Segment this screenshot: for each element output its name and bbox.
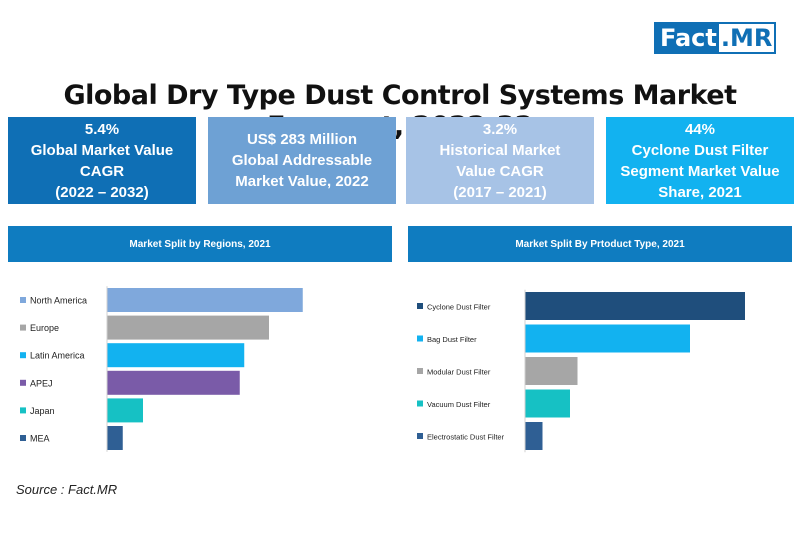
bar-latin-america	[107, 343, 245, 368]
bar-north-america	[107, 288, 303, 312]
kpi-line: Cyclone Dust Filter	[631, 141, 769, 159]
kpi-line: (2017 – 2021)	[453, 183, 547, 201]
source-note: Source : Fact.MR	[16, 482, 118, 497]
kpi-line: 3.2%	[482, 120, 518, 138]
bar-apej	[107, 370, 240, 395]
category-label: Cyclone Dust Filter	[427, 303, 491, 312]
legend-swatch	[20, 407, 26, 414]
bar-europe	[107, 315, 269, 340]
bar-electrostatic-dust-filter	[525, 422, 543, 450]
product-chart-title: Market Split By Prtoduct Type, 2021	[408, 226, 792, 262]
legend-swatch	[417, 335, 423, 342]
legend-swatch	[20, 379, 26, 386]
category-label: Electrostatic Dust Filter	[427, 433, 505, 442]
factmr-logo: Fact .MR	[654, 22, 794, 54]
kpi-line: Share, 2021	[658, 183, 742, 201]
category-label: Europe	[30, 323, 59, 333]
legend-swatch	[20, 297, 26, 303]
bar-mea	[107, 426, 123, 450]
category-label: Vacuum Dust Filter	[427, 400, 491, 409]
regions-bar-chart: North America Europe Latin America APEJ Japa…	[20, 286, 303, 452]
kpi-line: Global Market Value	[30, 141, 174, 159]
kpi-line: Global Addressable	[231, 152, 373, 169]
category-label: MEA	[30, 434, 50, 444]
kpi-line: (2022 – 2032)	[55, 183, 149, 201]
category-label: Modular Dust Filter	[427, 368, 491, 377]
bar-vacuum-dust-filter	[525, 389, 570, 418]
logo-text-fact: Fact	[654, 22, 719, 54]
kpi-line: 5.4%	[84, 120, 120, 138]
category-label: APEJ	[30, 378, 53, 388]
logo-text-mr: .MR	[718, 22, 777, 54]
legend-swatch	[417, 400, 423, 407]
category-label: Bag Dust Filter	[427, 335, 477, 344]
bar-bag-dust-filter	[525, 324, 690, 353]
kpi-line: Value CAGR	[456, 162, 544, 180]
category-label: Latin America	[30, 351, 85, 361]
kpi-line: US$ 283 Million	[246, 131, 358, 148]
kpi-box-historical-cagr: 3.2% Historical Market Value CAGR (2017 …	[406, 117, 594, 204]
bar-modular-dust-filter	[525, 357, 578, 385]
legend-swatch	[20, 352, 26, 359]
regions-chart-title: Market Split by Regions, 2021	[8, 226, 392, 262]
product-bar-chart: Cyclone Dust Filter Bag Dust Filter Modula…	[417, 289, 745, 453]
kpi-line: Market Value, 2022	[235, 173, 369, 190]
category-label: Japan	[30, 406, 55, 416]
kpi-line: CAGR	[79, 162, 125, 180]
bar-japan	[107, 398, 143, 423]
kpi-box-addressable-value: US$ 283 Million Global Addressable Marke…	[208, 117, 396, 204]
kpi-line: 44%	[684, 120, 716, 138]
legend-swatch	[417, 303, 423, 309]
kpi-box-cyclone-share: 44% Cyclone Dust Filter Segment Market V…	[606, 117, 794, 204]
category-label: North America	[30, 296, 87, 306]
kpi-box-market-cagr: 5.4% Global Market Value CAGR (2022 – 20…	[8, 117, 196, 204]
legend-swatch	[417, 368, 423, 374]
legend-swatch	[20, 435, 26, 441]
kpi-line: Segment Market Value	[620, 162, 780, 180]
legend-swatch	[20, 324, 26, 331]
kpi-line: Historical Market	[439, 141, 561, 159]
legend-swatch	[417, 433, 423, 439]
bar-cyclone-dust-filter	[525, 292, 745, 320]
